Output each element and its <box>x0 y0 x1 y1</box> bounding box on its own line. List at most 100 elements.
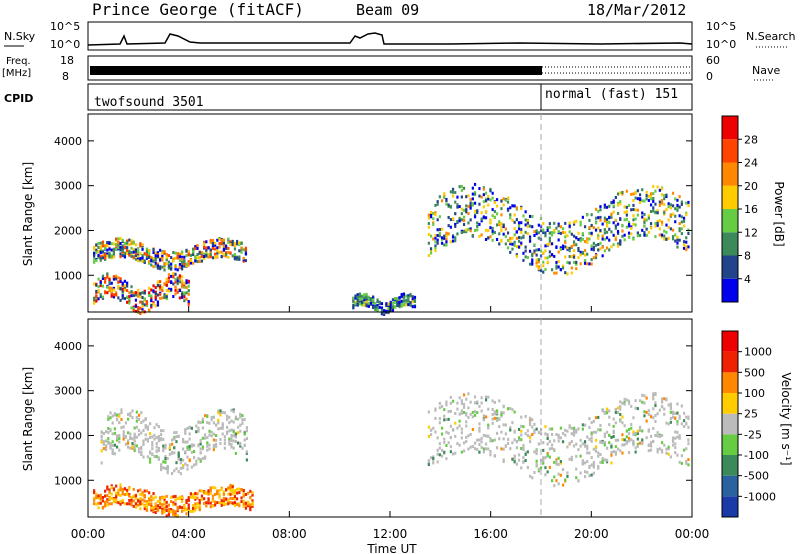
power-cell <box>577 237 580 241</box>
velocity-cell <box>129 446 132 450</box>
power-cell <box>222 238 226 242</box>
power-cell <box>367 301 370 305</box>
power-cell <box>599 208 602 212</box>
power-cell <box>520 236 523 240</box>
power-cell <box>636 197 639 201</box>
power-cell <box>568 230 571 234</box>
velocity-cell <box>175 435 178 439</box>
power-cell <box>203 242 206 246</box>
velocity-cell <box>150 504 153 508</box>
velocity-cell <box>97 506 100 510</box>
power-cell <box>632 192 635 196</box>
power-cell <box>121 292 124 296</box>
velocity-cell <box>139 497 142 501</box>
velocity-cell <box>575 442 578 446</box>
power-cell <box>183 260 186 264</box>
velocity-cell <box>144 425 147 429</box>
power-cell <box>616 222 620 226</box>
velocity-cell <box>619 407 622 411</box>
power-cell <box>365 304 368 308</box>
power-cell <box>119 241 122 245</box>
velocity-cell <box>209 489 212 493</box>
power-cell <box>561 244 565 248</box>
power-cell <box>214 243 217 247</box>
power-cell <box>183 291 186 295</box>
velocity-cell <box>188 459 191 463</box>
power-cell <box>487 203 490 207</box>
velocity-cell <box>451 427 455 431</box>
power-cell <box>402 295 406 299</box>
power-cell <box>183 262 186 266</box>
power-cell <box>462 219 466 223</box>
power-cell <box>625 210 628 214</box>
power-cell <box>575 260 578 264</box>
velocity-cell <box>243 432 246 436</box>
velocity-cell <box>645 410 648 414</box>
velocity-cell <box>118 414 121 418</box>
power-cell <box>667 205 670 209</box>
power-cell <box>203 252 206 256</box>
power-cell <box>139 300 142 304</box>
power-cell <box>132 293 135 297</box>
velocity-cell <box>184 429 187 433</box>
power-cell <box>134 252 138 256</box>
velocity-cell <box>102 440 105 444</box>
velocity-cell <box>148 498 151 502</box>
power-cell <box>106 285 109 289</box>
velocity-cell <box>148 502 151 506</box>
power-cell <box>608 227 611 231</box>
velocity-cell <box>498 425 501 429</box>
velocity-cell <box>113 427 116 431</box>
velocity-cell <box>217 411 220 415</box>
velocity-cell <box>462 393 466 397</box>
velocity-cell <box>495 409 499 413</box>
velocity-cell <box>210 434 213 438</box>
velocity-cell <box>233 501 237 505</box>
power-cell <box>513 243 516 247</box>
power-cell <box>209 252 212 256</box>
velocity-cell <box>676 422 679 426</box>
velocity-cell <box>678 436 681 440</box>
power-cell <box>495 198 499 202</box>
power-cell <box>467 212 470 216</box>
power-cell <box>161 257 164 261</box>
velocity-cell <box>627 436 631 440</box>
velocity-cell <box>203 414 207 418</box>
velocity-cell <box>478 442 481 446</box>
velocity-cell <box>212 432 215 436</box>
velocity-cell <box>612 424 615 428</box>
velocity-cell <box>134 494 138 498</box>
velocity-cell <box>467 416 470 420</box>
power-cell <box>660 235 664 239</box>
power-cell <box>456 232 459 236</box>
power-cell <box>630 226 633 230</box>
velocity-cell <box>164 456 167 460</box>
power-cell <box>678 214 681 218</box>
velocity-cell <box>445 430 448 434</box>
colorbar-segment <box>722 455 738 476</box>
power-cell <box>570 271 573 275</box>
velocity-cell <box>151 447 154 451</box>
power-cell <box>178 265 182 269</box>
velocity-cell <box>619 400 622 404</box>
velocity-cell <box>515 439 518 443</box>
power-cell <box>454 236 457 240</box>
power-cell <box>126 251 129 255</box>
velocity-cell <box>115 434 119 438</box>
velocity-cell <box>143 493 146 497</box>
power-cell <box>658 200 661 204</box>
power-cell <box>163 282 166 286</box>
power-cell <box>515 254 518 258</box>
velocity-cell <box>632 443 635 447</box>
freq-trace-mode1 <box>90 66 542 75</box>
power-cell <box>97 277 100 281</box>
power-cell <box>500 222 503 226</box>
velocity-cell <box>471 410 474 414</box>
velocity-cell <box>645 419 648 423</box>
velocity-cell <box>577 448 580 452</box>
velocity-cell <box>546 433 549 437</box>
power-cell <box>572 234 576 238</box>
power-cell <box>542 231 545 235</box>
velocity-cell <box>231 490 234 494</box>
power-cell <box>203 255 206 259</box>
